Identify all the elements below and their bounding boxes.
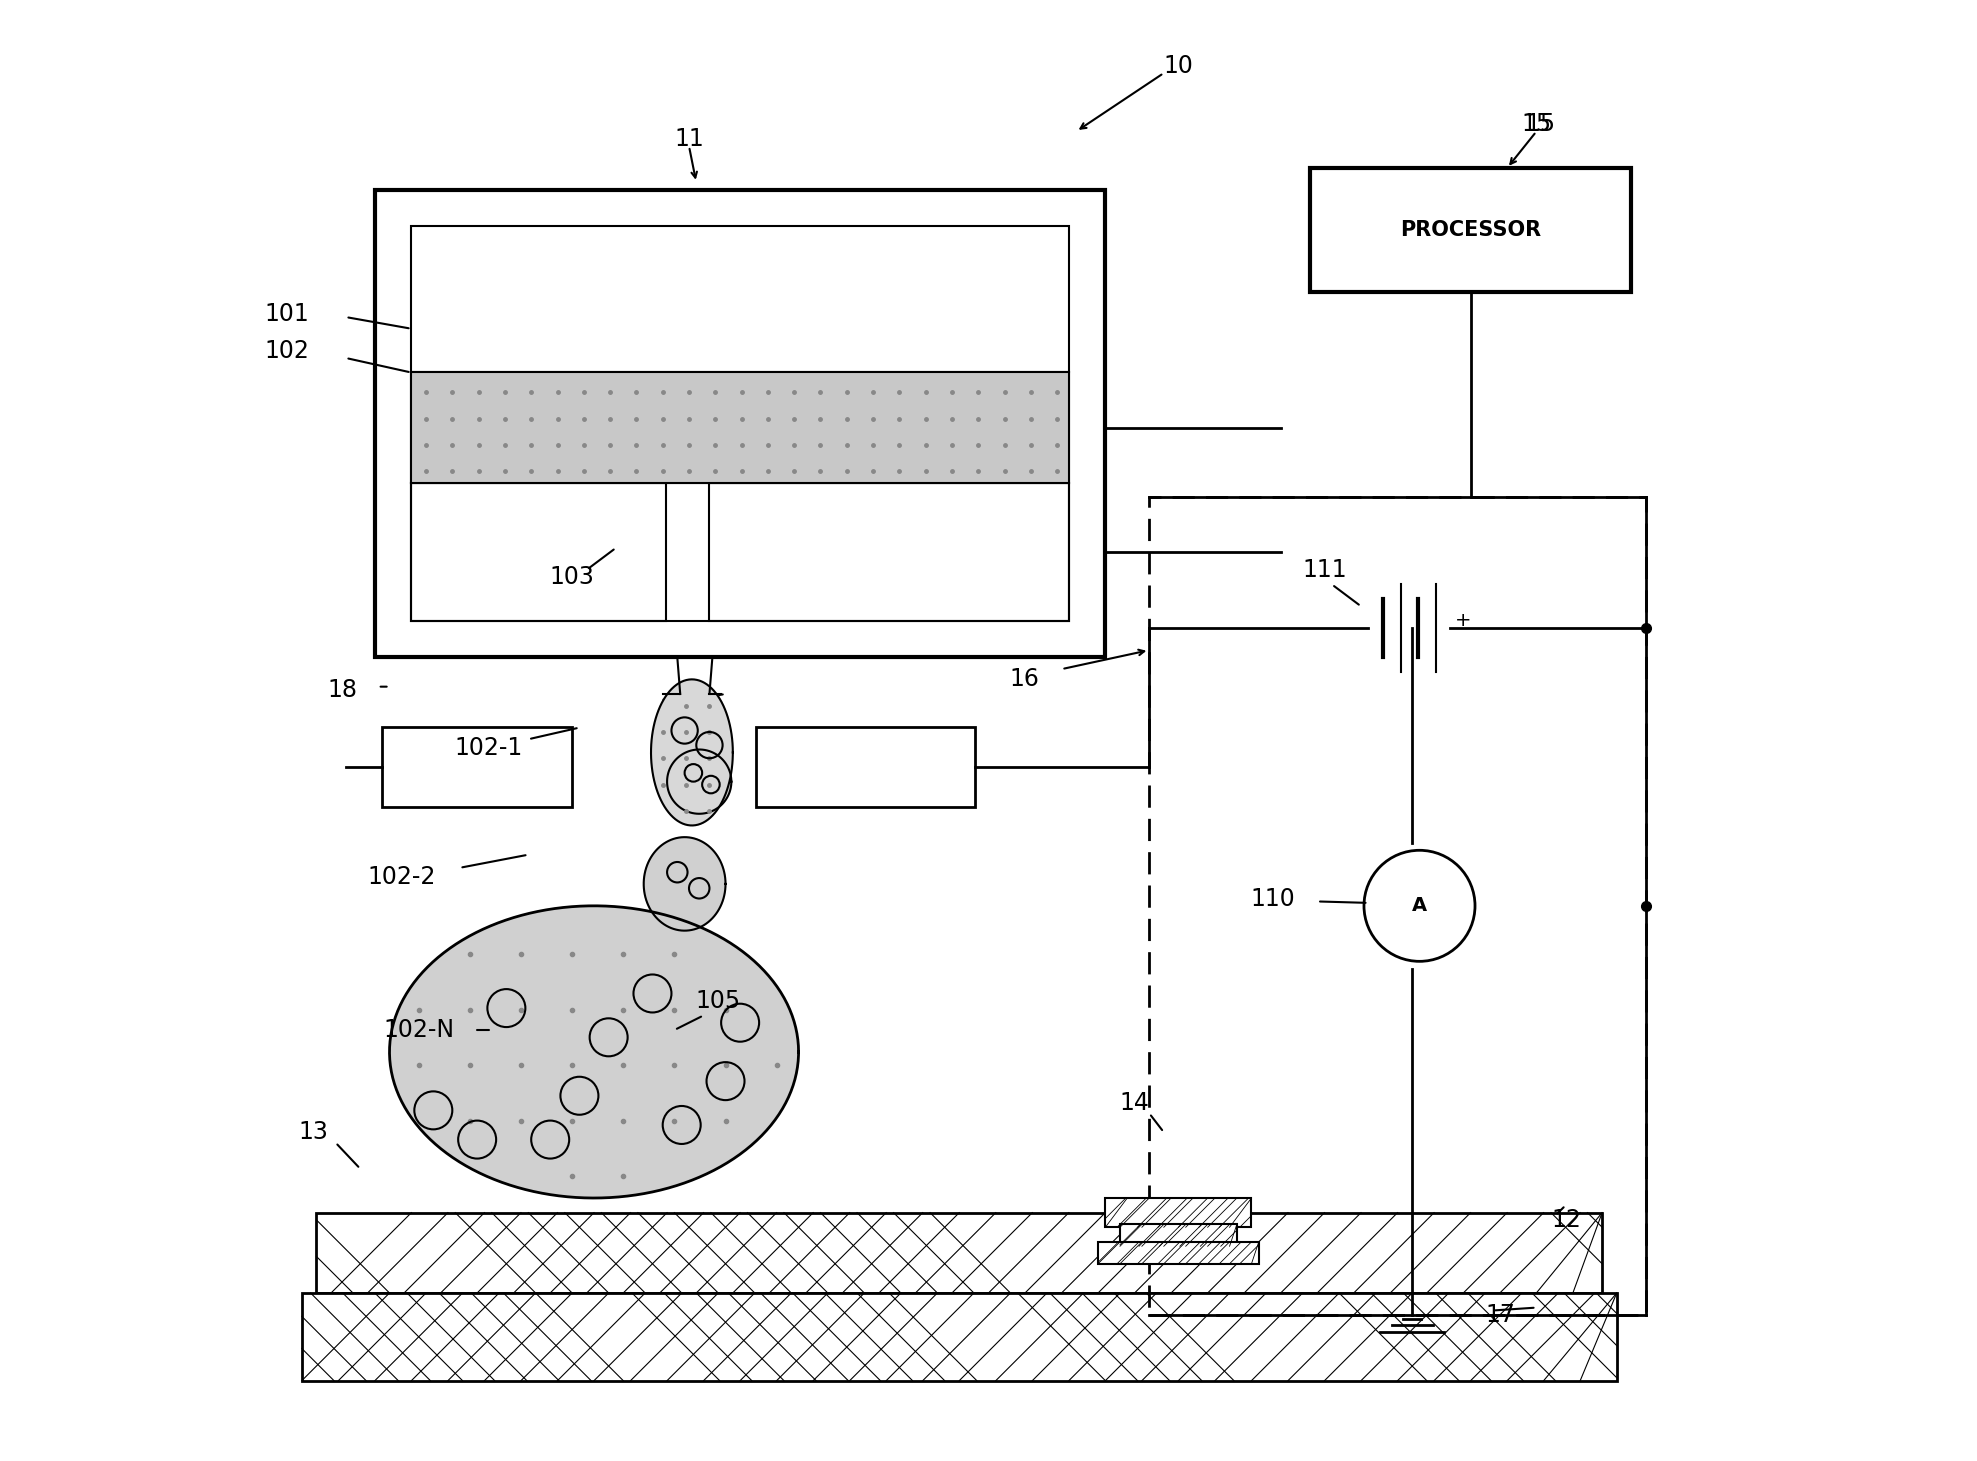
Text: 103: 103 [550, 565, 595, 589]
Text: 111: 111 [1303, 558, 1346, 581]
Bar [411, 482, 666, 621]
Text: 12: 12 [1552, 1208, 1582, 1232]
Bar [1105, 1198, 1251, 1227]
Polygon shape [666, 749, 731, 814]
Text: 102: 102 [265, 339, 308, 362]
Text: A: A [1412, 896, 1427, 916]
Bar [1097, 1242, 1259, 1264]
Text: 102-N: 102-N [384, 1018, 455, 1042]
Bar [1121, 1224, 1238, 1246]
Text: 102-1: 102-1 [455, 736, 524, 760]
Text: 15: 15 [1526, 112, 1556, 136]
Polygon shape [389, 906, 799, 1198]
Bar [316, 1213, 1601, 1293]
Text: 105: 105 [696, 989, 741, 1012]
Bar [411, 226, 1070, 621]
Bar [302, 1293, 1617, 1381]
Text: 17: 17 [1485, 1303, 1514, 1327]
Polygon shape [650, 679, 733, 825]
Polygon shape [645, 837, 726, 931]
Text: 15: 15 [1522, 112, 1552, 136]
Text: +: + [1455, 611, 1471, 631]
Text: 11: 11 [674, 127, 704, 150]
Text: 18: 18 [660, 697, 690, 720]
Bar [710, 482, 1070, 621]
Text: 101: 101 [265, 302, 308, 326]
Text: 14: 14 [1119, 1091, 1149, 1115]
Text: 13: 13 [299, 1121, 328, 1144]
Text: 102-2: 102-2 [368, 865, 435, 888]
Bar [1149, 497, 1647, 1315]
Bar [755, 726, 975, 806]
Text: 10: 10 [1164, 54, 1194, 77]
Text: PROCESSOR: PROCESSOR [1400, 221, 1542, 240]
Bar [1311, 168, 1631, 292]
Text: 110: 110 [1251, 887, 1295, 910]
Bar [376, 190, 1105, 657]
Text: 18: 18 [328, 678, 358, 701]
Bar [382, 726, 571, 806]
Bar [411, 373, 1070, 482]
Text: 16: 16 [1010, 668, 1040, 691]
